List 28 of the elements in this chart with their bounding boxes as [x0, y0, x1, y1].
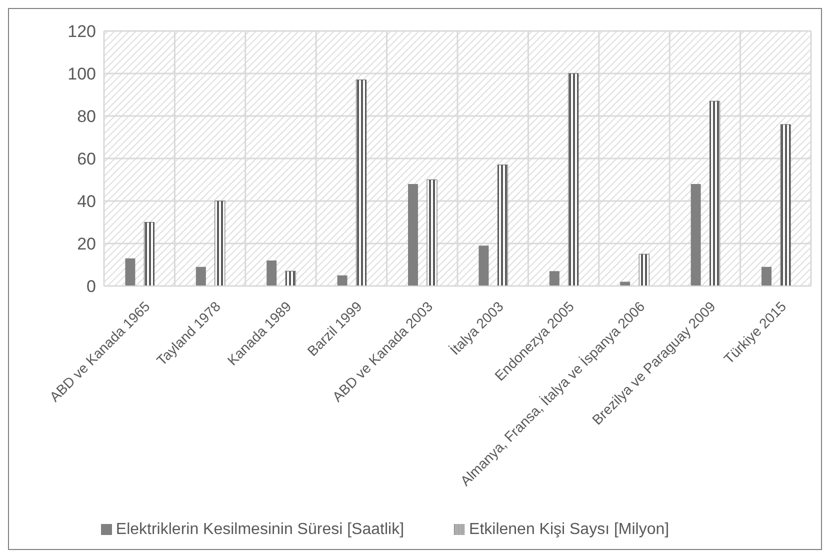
y-tick-label: 100 [68, 64, 96, 84]
bar [356, 80, 367, 286]
bar [266, 260, 277, 286]
bar [478, 246, 489, 286]
bar [426, 180, 438, 286]
bar [285, 270, 296, 286]
bar [144, 222, 154, 286]
bar [762, 266, 772, 286]
bar [638, 254, 650, 286]
bar [214, 200, 226, 286]
bar [690, 184, 701, 286]
y-tick-label: 120 [68, 22, 96, 42]
bar [780, 124, 791, 286]
bar [408, 184, 418, 286]
bar [568, 73, 579, 286]
y-tick-label: 0 [86, 277, 96, 296]
bar [196, 266, 206, 286]
bar [710, 100, 720, 286]
bar [549, 271, 560, 286]
y-tick-label: 40 [77, 192, 96, 212]
legend-label: Etkilenen Kişi Saysı [Milyon] [469, 521, 670, 538]
y-tick-label: 80 [77, 107, 96, 126]
y-tick-label: 20 [77, 234, 96, 254]
bar [337, 275, 348, 286]
bar [125, 258, 136, 286]
bar [497, 164, 508, 286]
legend-label: Elektriklerin Kesilmesinin Süresi [Saatlik] [116, 521, 404, 538]
y-tick-label: 60 [77, 150, 96, 169]
